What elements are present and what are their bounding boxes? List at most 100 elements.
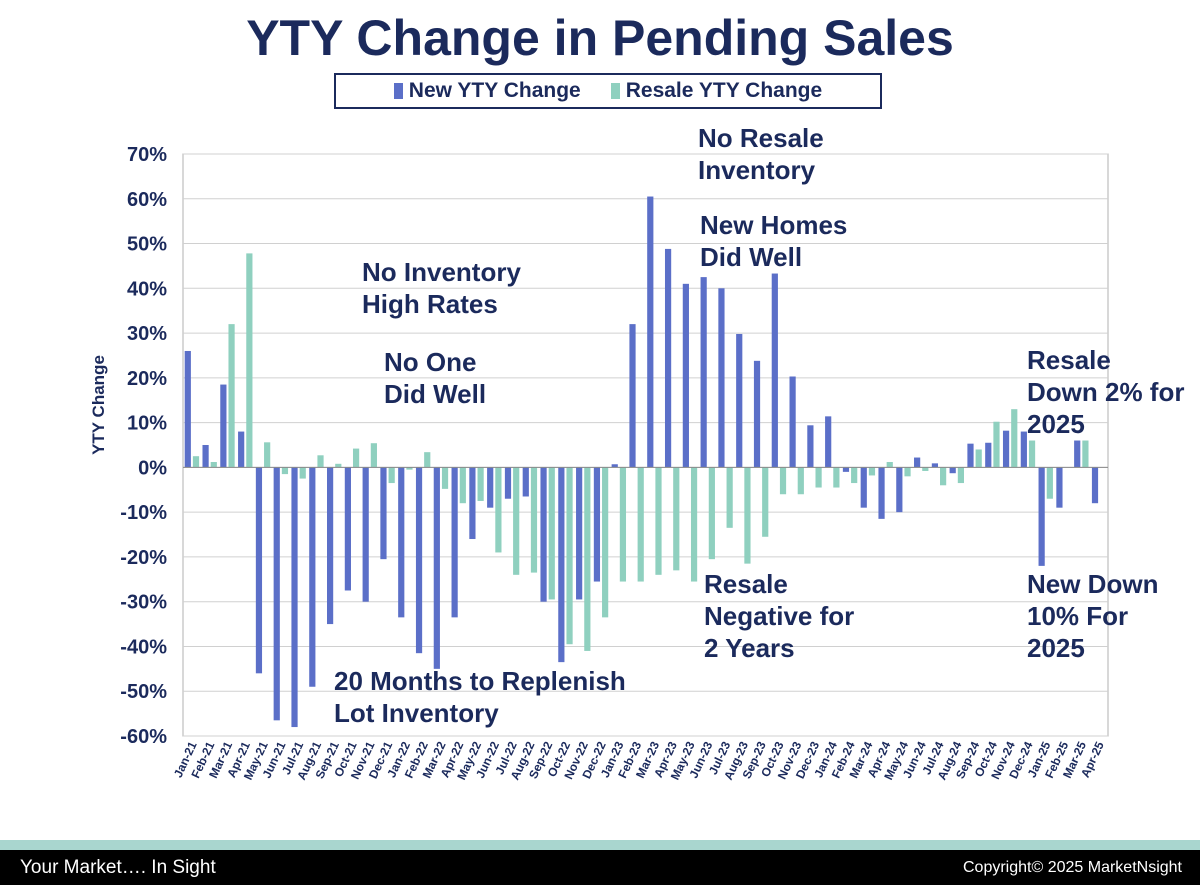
y-tick-label: -10% (120, 502, 167, 524)
footer-bar: Your Market…. In Sight Copyright© 2025 M… (0, 850, 1200, 885)
legend-swatch-new (393, 83, 403, 99)
bar-new-yty (611, 464, 618, 468)
chart-legend: New YTY Change Resale YTY Change (334, 73, 882, 109)
bar-new-yty (860, 467, 867, 508)
bar-resale-yty (619, 467, 627, 582)
annotation-line: Lot Inventory (334, 698, 499, 728)
bar-resale-yty (993, 421, 1000, 468)
annotation-line: Resale (1027, 345, 1111, 375)
bar-resale-yty (441, 467, 449, 489)
y-tick-label: -30% (120, 592, 167, 614)
bar-new-yty (949, 467, 956, 474)
bar-new-yty (1056, 467, 1063, 508)
bar-resale-yty (655, 467, 662, 575)
bar-new-yty (344, 467, 351, 591)
bar-new-yty (220, 384, 227, 468)
y-tick-label: 70% (127, 144, 167, 166)
bar-resale-yty (477, 467, 484, 501)
annotation-line: 10% For (1027, 601, 1129, 631)
bar-resale-yty (904, 467, 911, 477)
bar-resale-yty (281, 467, 289, 475)
bar-new-yty (1038, 467, 1045, 566)
y-tick-label: 40% (127, 278, 167, 300)
bar-resale-yty (317, 455, 324, 468)
bar-resale-yty (566, 467, 573, 645)
bar-new-yty (718, 288, 725, 468)
bar-new-yty (914, 457, 921, 468)
annotation-resale-negative: Resale Negative for 2 Years (704, 568, 854, 664)
bar-new-yty (273, 467, 280, 721)
bar-new-yty (202, 445, 209, 468)
bar-new-yty (682, 283, 689, 468)
bar-resale-yty (1046, 467, 1053, 499)
bar-new-yty (985, 442, 992, 468)
annotation-line: 2025 (1027, 633, 1085, 663)
bar-resale-yty (868, 467, 876, 476)
bar-new-yty (736, 333, 743, 468)
bar-resale-yty (352, 448, 360, 468)
annotation-line: Down 2% for (1027, 377, 1185, 407)
bar-resale-yty (335, 463, 342, 468)
bar-resale-yty (690, 467, 698, 582)
bar-new-yty (1002, 430, 1010, 468)
bar-new-yty (327, 467, 334, 625)
bar-resale-yty (797, 467, 804, 495)
bar-resale-yty (940, 467, 947, 486)
y-tick-label: -60% (120, 726, 167, 748)
annotation-months-to-replenish: 20 Months to Replenish Lot Inventory (334, 665, 626, 729)
bar-new-yty (931, 463, 939, 468)
annotation-line: No Inventory (362, 257, 521, 287)
bar-new-yty (1091, 467, 1099, 504)
y-axis-title: YTY Change (89, 355, 108, 455)
bar-resale-yty (726, 467, 733, 528)
annotation-line: Did Well (700, 242, 803, 272)
annotation-line: High Rates (362, 289, 498, 319)
bar-new-yty (576, 467, 583, 600)
bar-new-yty (433, 467, 440, 669)
bar-resale-yty (744, 467, 751, 564)
bar-resale-yty (406, 467, 413, 470)
bar-new-yty (593, 467, 601, 582)
annotation-line: 20 Months to Replenish (334, 666, 626, 696)
bar-resale-yty (424, 452, 431, 468)
y-tick-label: 50% (127, 234, 167, 256)
bar-new-yty (647, 196, 654, 468)
bar-new-yty (967, 443, 974, 468)
bar-resale-yty (530, 467, 538, 573)
bar-resale-yty (1011, 409, 1018, 468)
annotation-no-resale-inventory: No Resale Inventory (698, 122, 824, 186)
y-tick-label: 0% (138, 457, 167, 479)
bar-new-yty (753, 360, 761, 468)
annotation-no-one-did-well: No One Did Well (384, 346, 486, 410)
bar-resale-yty (957, 467, 964, 484)
bar-new-yty (825, 416, 832, 468)
y-tick-label: 30% (127, 323, 167, 345)
bar-new-yty (309, 467, 316, 687)
bar-resale-yty (975, 449, 982, 468)
bar-resale-yty (851, 467, 858, 484)
bar-new-yty (504, 467, 512, 499)
bar-new-yty (700, 277, 707, 468)
bar-resale-yty (708, 467, 715, 560)
legend-swatch-resale (610, 83, 620, 99)
bar-new-yty (842, 467, 850, 472)
legend-item-resale: Resale YTY Change (610, 79, 823, 103)
bar-resale-yty (192, 456, 200, 468)
bar-resale-yty (228, 324, 235, 468)
y-tick-label: -40% (120, 636, 167, 658)
bar-new-yty (469, 467, 476, 540)
bar-resale-yty (673, 467, 680, 571)
bar-resale-yty (1082, 440, 1089, 468)
bar-new-yty (664, 248, 672, 468)
bar-new-yty (398, 467, 405, 618)
bar-resale-yty (833, 467, 840, 488)
bar-resale-yty (584, 467, 591, 651)
footer-copyright: Copyright© 2025 MarketNsight (963, 858, 1182, 876)
legend-label-resale: Resale YTY Change (625, 79, 823, 102)
bar-resale-yty (210, 462, 217, 468)
chart-title: YTY Change in Pending Sales (246, 10, 954, 66)
bar-new-yty (362, 467, 369, 602)
bar-new-yty (415, 467, 423, 654)
bar-resale-yty (779, 467, 787, 495)
bar-new-yty (487, 467, 494, 508)
